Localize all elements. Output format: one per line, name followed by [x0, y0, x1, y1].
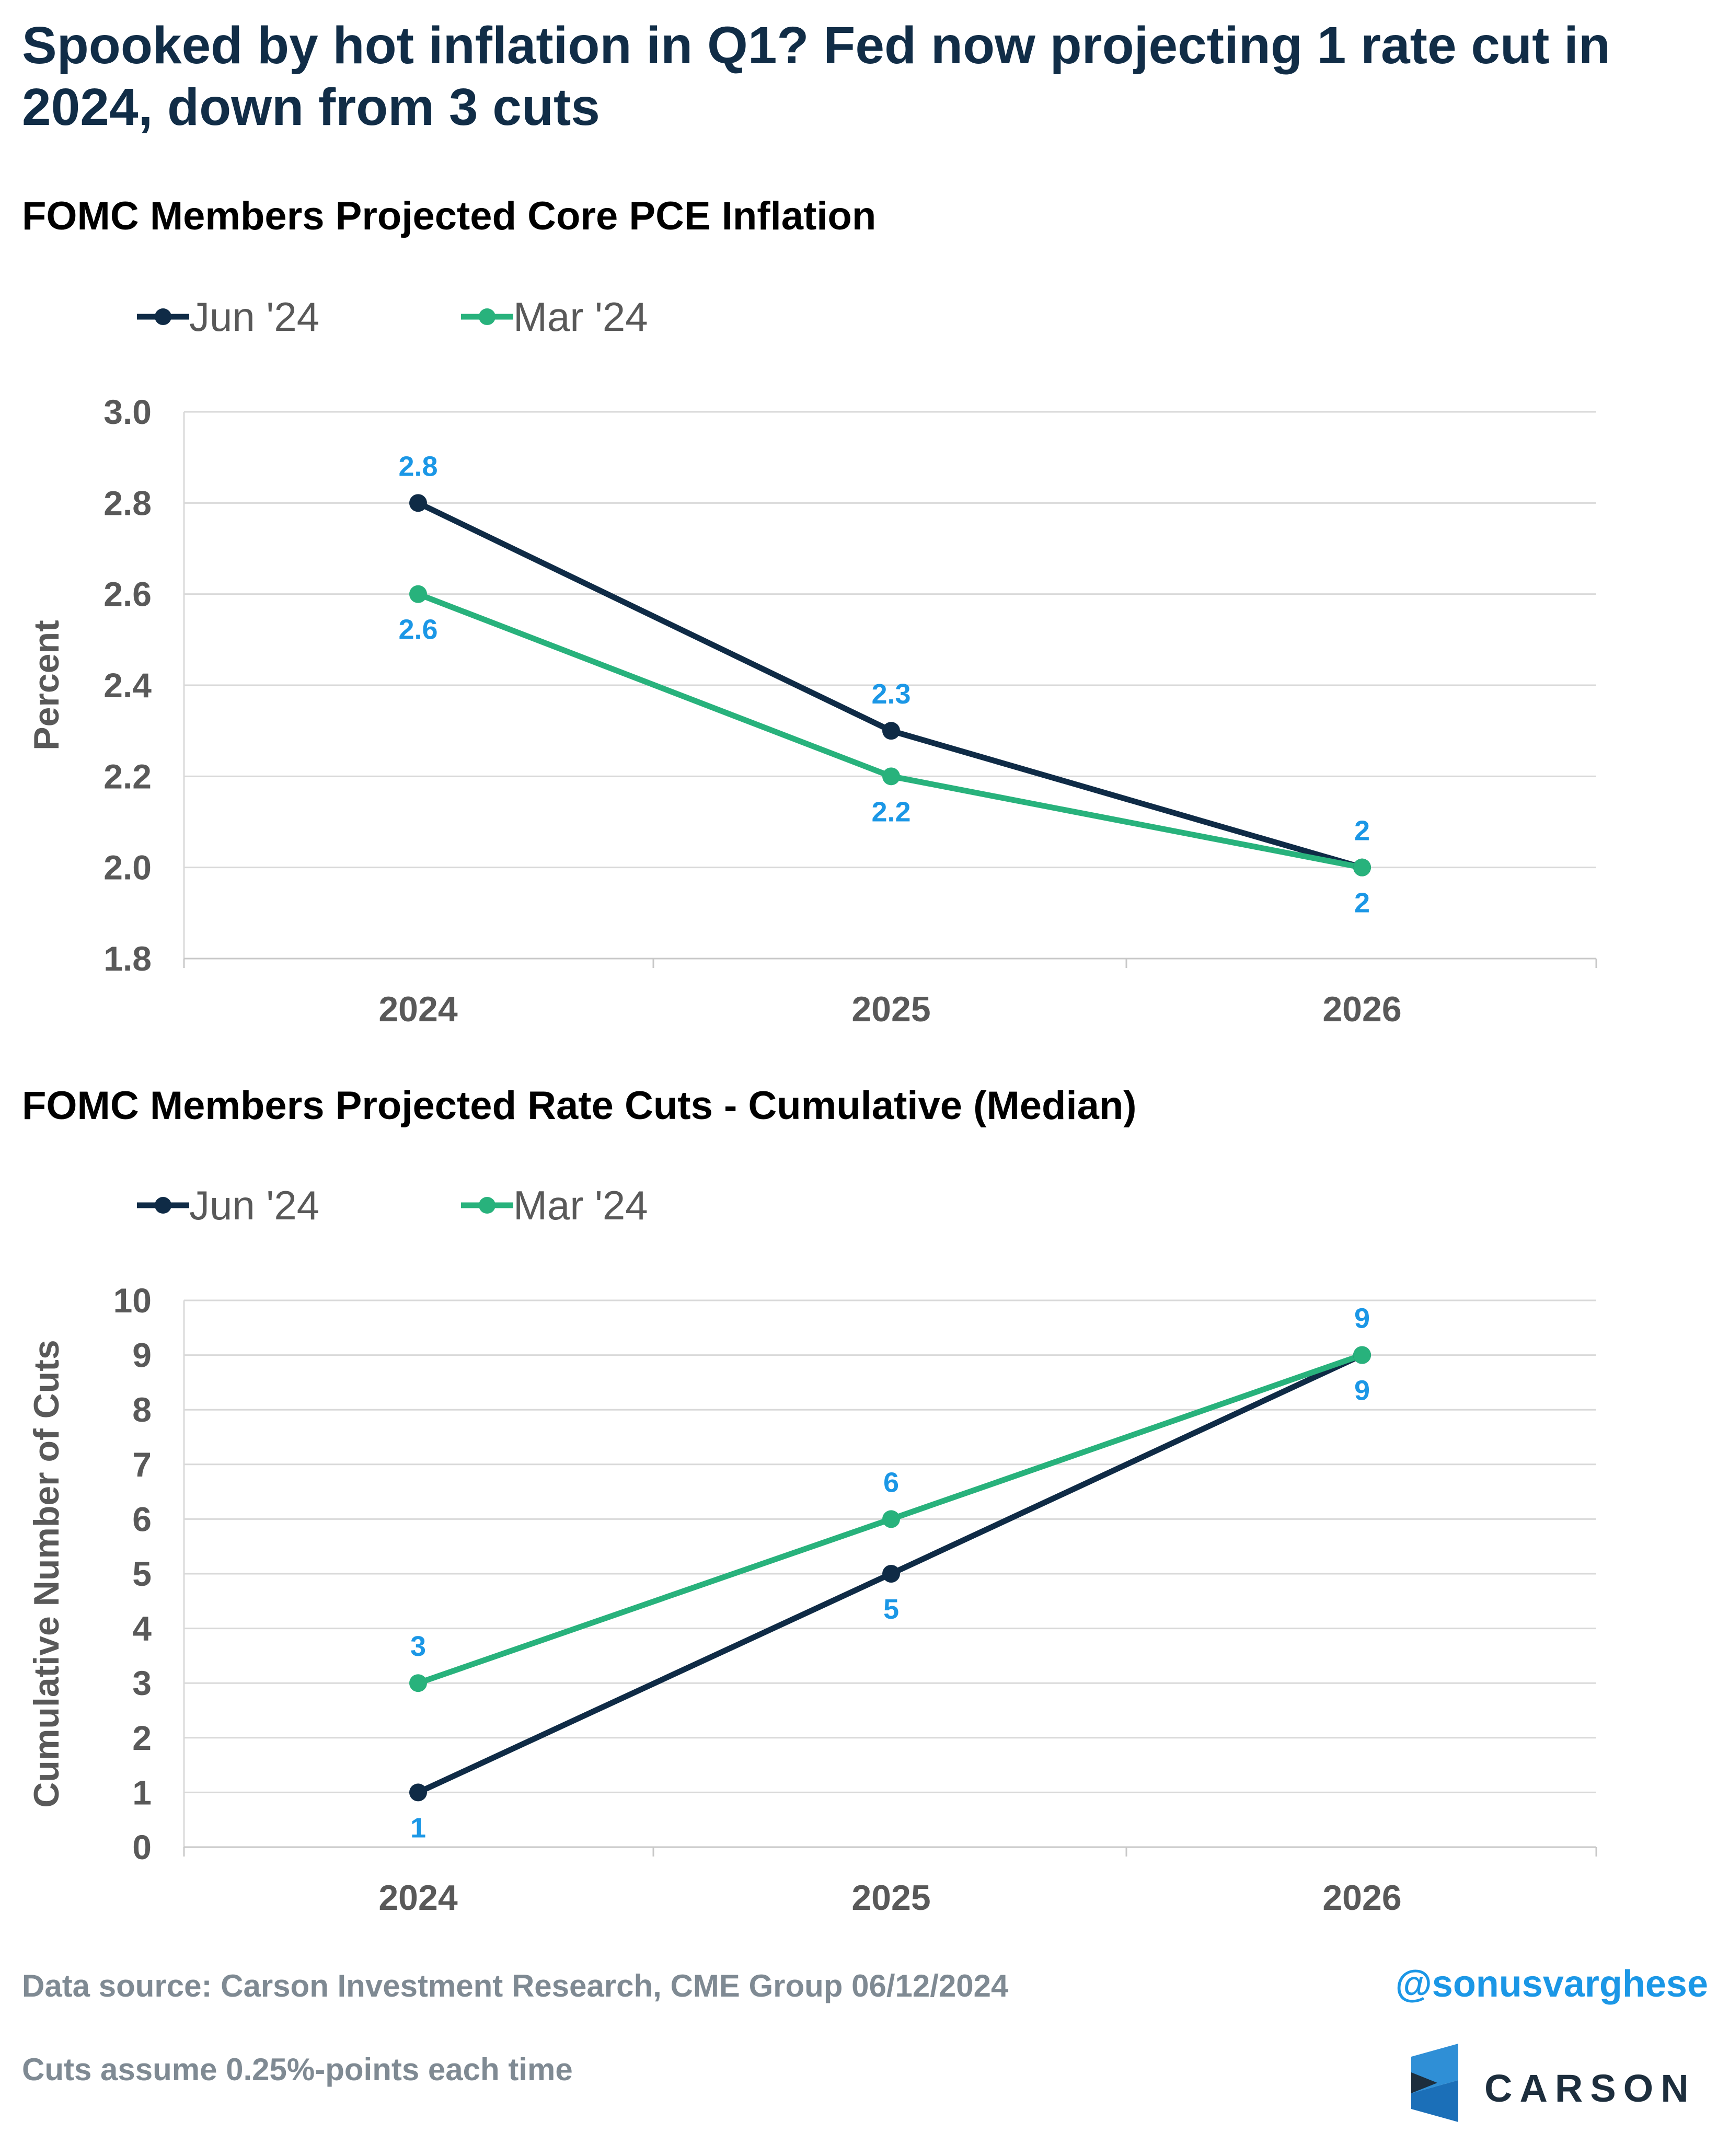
x-tick-label: 2026 — [1322, 1878, 1401, 1918]
y-tick-label: 2.0 — [103, 848, 152, 887]
y-tick-label: 1.8 — [103, 939, 152, 978]
x-tick-label: 2024 — [378, 989, 457, 1029]
x-tick-label: 2026 — [1322, 989, 1401, 1029]
data-label: 1 — [410, 1812, 426, 1843]
legend-marker-1 — [479, 308, 495, 325]
data-label: 6 — [883, 1467, 899, 1498]
author-handle[interactable]: @sonusvarghese — [1395, 1963, 1708, 2005]
y-tick-label: 7 — [132, 1445, 152, 1484]
data-label: 2.3 — [871, 678, 910, 710]
legend-label-0: Jun '24 — [189, 294, 319, 340]
data-point — [1353, 858, 1371, 877]
legend-label-1: Mar '24 — [513, 294, 648, 340]
x-tick-label: 2025 — [851, 989, 930, 1029]
rate-cuts-chart: Jun '24 Mar '24 0 1 2 3 4 5 6 7 8 9 10 2024 2025 2026 Cu… — [27, 1182, 1597, 1918]
y-axis-title: Percent — [27, 620, 66, 750]
y-tick-label: 3.0 — [103, 393, 152, 431]
y-axis-title: Cumulative Number of Cuts — [27, 1340, 66, 1807]
data-label: 2.6 — [398, 614, 437, 645]
y-tick-label: 4 — [132, 1609, 152, 1648]
x-tick-label: 2025 — [851, 1878, 930, 1918]
data-point — [409, 585, 427, 603]
y-tick-label: 0 — [132, 1828, 152, 1866]
data-label: 2.8 — [398, 451, 437, 482]
data-point — [882, 722, 900, 740]
y-tick-label: 2.4 — [103, 666, 152, 705]
data-label: 2 — [1354, 887, 1370, 919]
inflation-chart: Jun '24 Mar '24 1.8 2.0 2.2 2.4 2.6 2.8 3.0 2024 2… — [27, 294, 1597, 1029]
data-point — [409, 494, 427, 512]
data-label: 3 — [410, 1631, 426, 1662]
headline: Spooked by hot inflation in Q1? Fed now … — [22, 16, 1611, 136]
data-point — [409, 1674, 427, 1692]
x-tick-label: 2024 — [378, 1878, 457, 1918]
data-label: 5 — [883, 1594, 899, 1625]
data-label: 2.2 — [871, 796, 910, 827]
legend-label-0: Jun '24 — [189, 1182, 319, 1228]
data-label: 9 — [1354, 1375, 1370, 1406]
y-tick-label: 2.6 — [103, 575, 152, 614]
y-tick-label: 2 — [132, 1719, 152, 1757]
carson-logo-text: CARSON — [1484, 2067, 1696, 2110]
legend-marker-0 — [155, 308, 171, 325]
data-point — [882, 1565, 900, 1583]
footnote-text: Cuts assume 0.25%-points each time — [22, 2052, 573, 2087]
y-tick-label: 9 — [132, 1336, 152, 1375]
chart-title-inflation: FOMC Members Projected Core PCE Inflatio… — [22, 194, 877, 238]
data-label: 2 — [1354, 815, 1370, 847]
data-point — [1353, 1346, 1371, 1364]
legend-label-1: Mar '24 — [513, 1182, 648, 1228]
chart-title-rate-cuts: FOMC Members Projected Rate Cuts - Cumul… — [22, 1083, 1137, 1128]
y-tick-label: 10 — [113, 1281, 152, 1320]
data-point — [882, 767, 900, 786]
y-tick-label: 3 — [132, 1664, 152, 1702]
data-source-text: Data source: Carson Investment Research,… — [22, 1968, 1009, 2003]
data-point — [882, 1510, 900, 1528]
carson-logo-icon — [1411, 2044, 1458, 2122]
y-tick-label: 2.8 — [103, 483, 152, 522]
legend-marker-0 — [155, 1197, 171, 1214]
carson-logo: CARSON — [1401, 2041, 1704, 2125]
y-tick-label: 8 — [132, 1390, 152, 1429]
y-tick-label: 2.2 — [103, 757, 152, 795]
data-label: 9 — [1354, 1303, 1370, 1334]
y-tick-label: 5 — [132, 1554, 152, 1593]
legend-marker-1 — [479, 1197, 495, 1214]
data-point — [409, 1783, 427, 1802]
y-tick-label: 1 — [132, 1773, 152, 1812]
y-tick-label: 6 — [132, 1500, 152, 1538]
